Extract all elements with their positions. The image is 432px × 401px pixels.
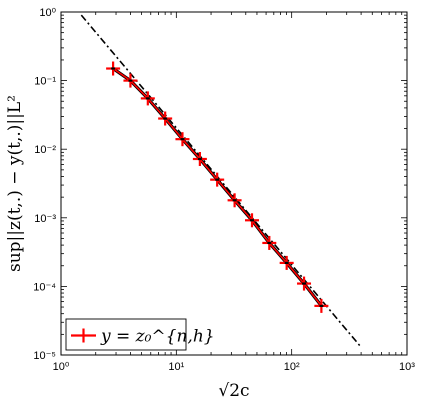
- x-tick-label: 10²: [284, 361, 300, 373]
- data-point: [192, 151, 207, 166]
- data-point: [210, 172, 225, 187]
- legend: y = z₀^{n,h}: [65, 318, 215, 351]
- y-tick-label: 10⁰: [39, 7, 56, 19]
- data-point: [314, 298, 329, 313]
- y-tick-label: 10⁻³: [34, 213, 56, 225]
- y-axis-label: sup||z(t,.) − y(t,.)||L²: [5, 95, 25, 272]
- y-tick-label: 10⁻¹: [34, 76, 56, 88]
- y-tick-label: 10⁻⁴: [33, 281, 56, 293]
- series-layer: [80, 14, 362, 348]
- axis-ticks: [60, 11, 408, 356]
- y-tick-label: 10⁻²: [34, 144, 56, 156]
- data-point: [158, 111, 173, 126]
- data-point: [175, 132, 190, 147]
- x-tick-label: 10³: [399, 361, 415, 373]
- x-tick-label: 10⁰: [53, 361, 70, 373]
- data-point: [245, 213, 260, 228]
- x-tick-label: 10¹: [168, 361, 184, 373]
- data-point: [297, 276, 312, 291]
- x-axis-label: √2c: [218, 381, 249, 401]
- y-tick-label: 10⁻⁵: [33, 350, 56, 362]
- legend-label: y = z₀^{n,h}: [100, 327, 215, 347]
- data-point: [227, 193, 242, 208]
- data-point: [262, 235, 277, 250]
- reference-line: [80, 14, 362, 348]
- data-point: [279, 255, 294, 270]
- data-point: [123, 73, 138, 88]
- data-point: [106, 61, 121, 76]
- tick-labels: 10⁰ 10¹ 10² 10³ 10⁰ 10⁻¹ 10⁻² 10⁻³ 10⁻⁴ 10⁻⁵: [33, 7, 415, 373]
- data-point: [140, 91, 155, 106]
